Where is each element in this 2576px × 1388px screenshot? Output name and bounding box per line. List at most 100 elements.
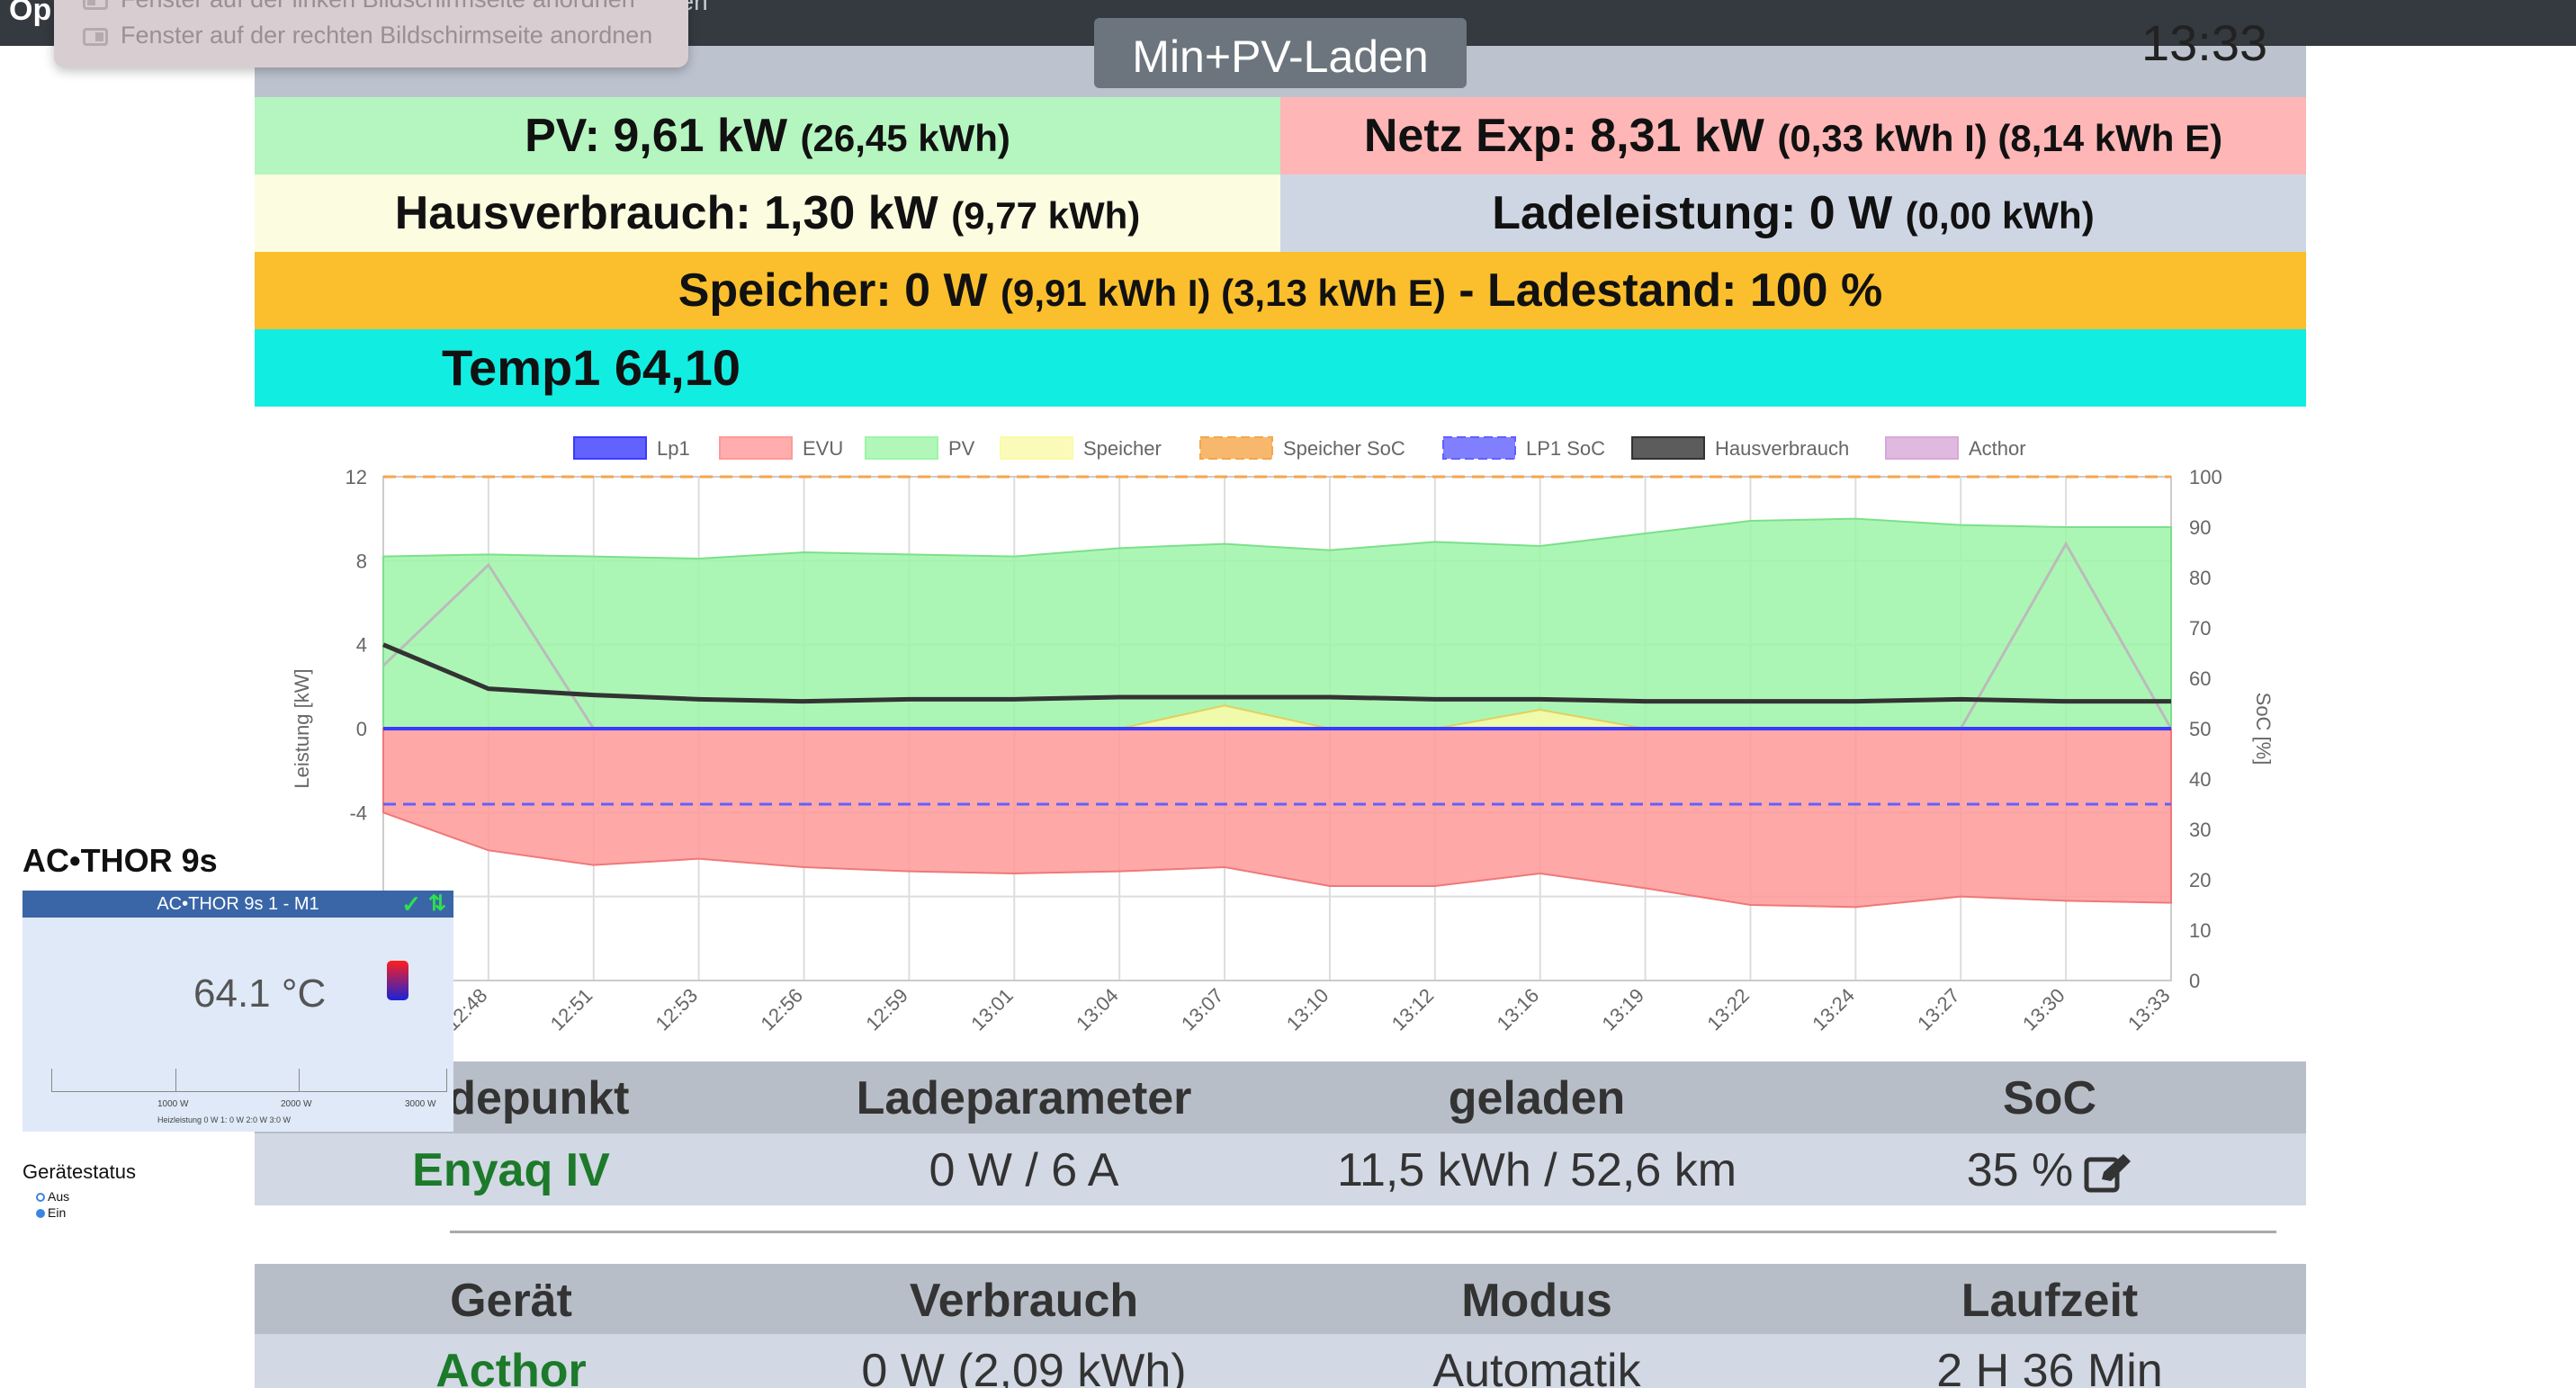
x-tick-label: 12:51 [546,984,597,1035]
x-tick-label: 13:30 [2018,984,2069,1035]
charge-mode-button[interactable]: Min+PV-Laden [1094,18,1467,88]
geraet-name-link[interactable]: Acthor [435,1345,587,1388]
acthor-widget-title: AC•THOR 9s [22,842,218,879]
window-arrange-menu: Fenster auf der linken Bildschirmseite a… [54,0,688,67]
scale-tick [299,1069,300,1092]
x-tick-label: 13:04 [1072,984,1123,1035]
legend-label: Speicher SoC [1283,437,1405,460]
radio-on-icon[interactable] [36,1209,45,1219]
x-tick-label: 12:59 [861,984,912,1035]
y2-tick-label: 50 [2189,718,2211,740]
x-tick-label: 13:16 [1493,984,1544,1035]
y-tick-label: 12 [346,466,367,488]
y2-tick-label: 30 [2189,819,2211,841]
heizleistung-note: Heizleistung 0 W 1: 0 W 2:0 W 3:0 W [157,1115,292,1124]
power-chart[interactable]: 12840-4100908070605040302010012:4512:481… [255,423,2306,1052]
series-line-hausverbrauch [382,642,2171,704]
lade-detail: (0,00 kWh) [1905,194,2095,237]
option-label: Ein [48,1205,67,1220]
thermometer-icon [387,961,408,1000]
x-tick-label: 13:10 [1282,984,1333,1035]
status-option-aus[interactable]: Aus [36,1189,69,1204]
legend-swatch-speicher-soc [1199,436,1273,460]
menu-item-arrange-left[interactable]: Fenster auf der linken Bildschirmseite a… [83,0,635,13]
col-ladeparameter: Ladeparameter [856,1072,1192,1124]
edit-icon[interactable] [2084,1152,2132,1194]
temp-status: Temp1 64,10 [255,329,2306,407]
x-tick-label: 13:22 [1702,984,1754,1035]
ladepunkt-row: Enyaq IV 0 W / 6 A 11,5 kWh / 52,6 km 35… [255,1133,2306,1205]
acthor-temperature: 64.1 °C [193,972,327,1016]
speicher-status: Speicher: 0 W (9,91 kWh I) (3,13 kWh E) … [255,252,2306,329]
scale-label: 1000 W [157,1099,189,1109]
legend-label: Lp1 [657,437,690,460]
y2-tick-label: 80 [2189,567,2211,589]
y2-axis-title: SoC [%] [2252,693,2275,766]
y2-tick-label: 20 [2189,869,2211,891]
legend-label: Hausverbrauch [1715,437,1849,460]
geladen-value: 11,5 kWh / 52,6 km [1336,1144,1737,1196]
legend-swatch-speicher [1000,436,1073,460]
netz-label: Netz Exp: 8,31 kW [1363,110,1764,162]
legend-label: Acthor [1969,437,2026,460]
legend-swatch-pv [865,436,938,460]
scale-label: 2000 W [281,1099,312,1109]
lade-label: Ladeleistung: 0 W [1492,187,1893,239]
series-area-evu [382,728,2172,909]
temp-label: Temp1 64,10 [442,339,741,396]
geraete-header-row: Gerät Verbrauch Modus Laufzeit [255,1264,2306,1334]
pv-label: PV: 9,61 kW [525,110,788,162]
legend-swatch-lp1-soc [1442,436,1516,460]
ladeparameter-value[interactable]: 0 W / 6 A [929,1144,1119,1196]
modus-value[interactable]: Automatik [1432,1345,1641,1388]
col-geladen: geladen [1448,1072,1626,1124]
legend-label: PV [948,437,975,460]
scale-tick [175,1069,176,1092]
legend-label: EVU [803,437,843,460]
radio-off-icon[interactable] [36,1193,45,1203]
legend-label: Speicher [1083,437,1162,460]
y2-tick-label: 0 [2189,970,2200,992]
acthor-widget[interactable]: AC•THOR 9s 1 - M1 ✓ ⇅ 64.1 °C 1000 W 200… [22,891,453,1132]
y-tick-label: -4 [349,801,367,824]
y2-tick-label: 40 [2189,768,2211,791]
y2-tick-label: 60 [2189,667,2211,690]
y-axis-title: Leistung [kW] [291,668,313,788]
y2-tick-label: 90 [2189,516,2211,539]
netz-status: Netz Exp: 8,31 kW (0,33 kWh I) (8,14 kWh… [1280,97,2306,175]
y-tick-label: 0 [356,718,367,740]
legend-swatch-hausverbrauch [1631,436,1705,460]
power-scale [51,1069,447,1092]
y2-tick-label: 100 [2189,466,2222,488]
pv-detail: (26,45 kWh) [800,117,1010,159]
legend-swatch-lp1 [573,436,647,460]
status-option-ein[interactable]: Ein [36,1205,66,1220]
x-tick-label: 12:56 [756,984,807,1035]
speicher-detail: (9,91 kWh I) (3,13 kWh E) [1001,272,1446,314]
laufzeit-value: 2 H 36 Min [1936,1345,2163,1388]
geraete-row: Acthor 0 W (2,09 kWh) Automatik 2 H 36 M… [255,1334,2306,1388]
option-label: Aus [48,1189,70,1204]
clock: 13:33 [2141,14,2268,65]
sync-arrows-icon: ⇅ [427,891,446,916]
menu-item-label: Fenster auf der linken Bildschirmseite a… [121,0,635,13]
series-area-pv [382,517,2172,730]
legend-swatch-acthor [1885,436,1959,460]
col-geraet: Gerät [450,1275,572,1327]
x-tick-label: 13:01 [966,984,1018,1035]
ladeleistung-status: Ladeleistung: 0 W (0,00 kWh) [1280,175,2306,252]
x-tick-label: 13:27 [1913,984,1964,1035]
ladepunkt-name-link[interactable]: Enyaq IV [412,1144,610,1196]
col-soc: SoC [2003,1072,2096,1124]
x-tick-label: 13:07 [1177,984,1228,1035]
x-tick-label: 13:12 [1387,984,1439,1035]
acthor-device-name: AC•THOR 9s 1 - M1 [22,891,453,918]
menu-item-label: Fenster auf der rechten Bildschirmseite … [121,22,653,49]
soc-value: 35 % [1966,1144,2074,1196]
topbar-left-text: Op [9,0,52,27]
menu-item-arrange-right[interactable]: Fenster auf der rechten Bildschirmseite … [83,22,652,49]
pv-status: PV: 9,61 kW (26,45 kWh) [255,97,1280,175]
legend-swatch-evu [719,436,793,460]
y-tick-label: 8 [356,550,367,572]
netz-detail: (0,33 kWh I) (8,14 kWh E) [1777,117,2223,159]
